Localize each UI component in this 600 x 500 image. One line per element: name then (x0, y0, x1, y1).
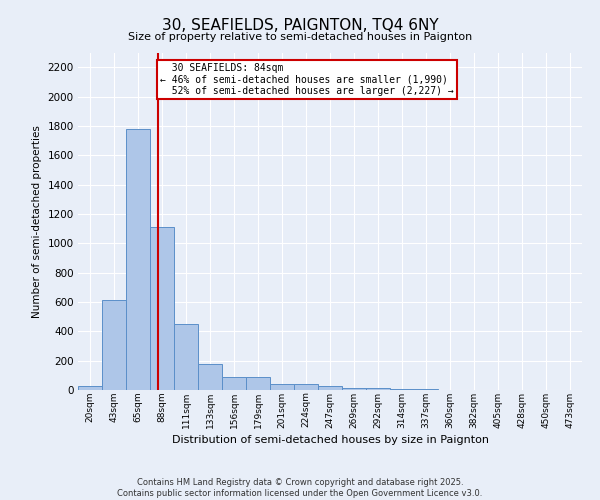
Text: 30 SEAFIELDS: 84sqm
← 46% of semi-detached houses are smaller (1,990)
  52% of s: 30 SEAFIELDS: 84sqm ← 46% of semi-detach… (160, 63, 454, 96)
Bar (342, 388, 366, 390)
Text: Size of property relative to semi-detached houses in Paignton: Size of property relative to semi-detach… (128, 32, 472, 42)
Bar (390, 388, 414, 390)
Bar (294, 384, 318, 390)
Bar (78, 386, 102, 390)
Bar (174, 324, 198, 390)
Bar (102, 300, 126, 390)
Bar (270, 384, 294, 390)
Bar (150, 227, 174, 390)
Bar (222, 377, 246, 390)
Bar (366, 388, 390, 390)
Bar (126, 129, 150, 390)
Bar (246, 377, 270, 390)
Text: 30, SEAFIELDS, PAIGNTON, TQ4 6NY: 30, SEAFIELDS, PAIGNTON, TQ4 6NY (161, 18, 439, 32)
Y-axis label: Number of semi-detached properties: Number of semi-detached properties (32, 125, 42, 318)
X-axis label: Distribution of semi-detached houses by size in Paignton: Distribution of semi-detached houses by … (172, 434, 488, 444)
Bar (318, 386, 342, 390)
Text: Contains HM Land Registry data © Crown copyright and database right 2025.
Contai: Contains HM Land Registry data © Crown c… (118, 478, 482, 498)
Bar (198, 364, 222, 390)
